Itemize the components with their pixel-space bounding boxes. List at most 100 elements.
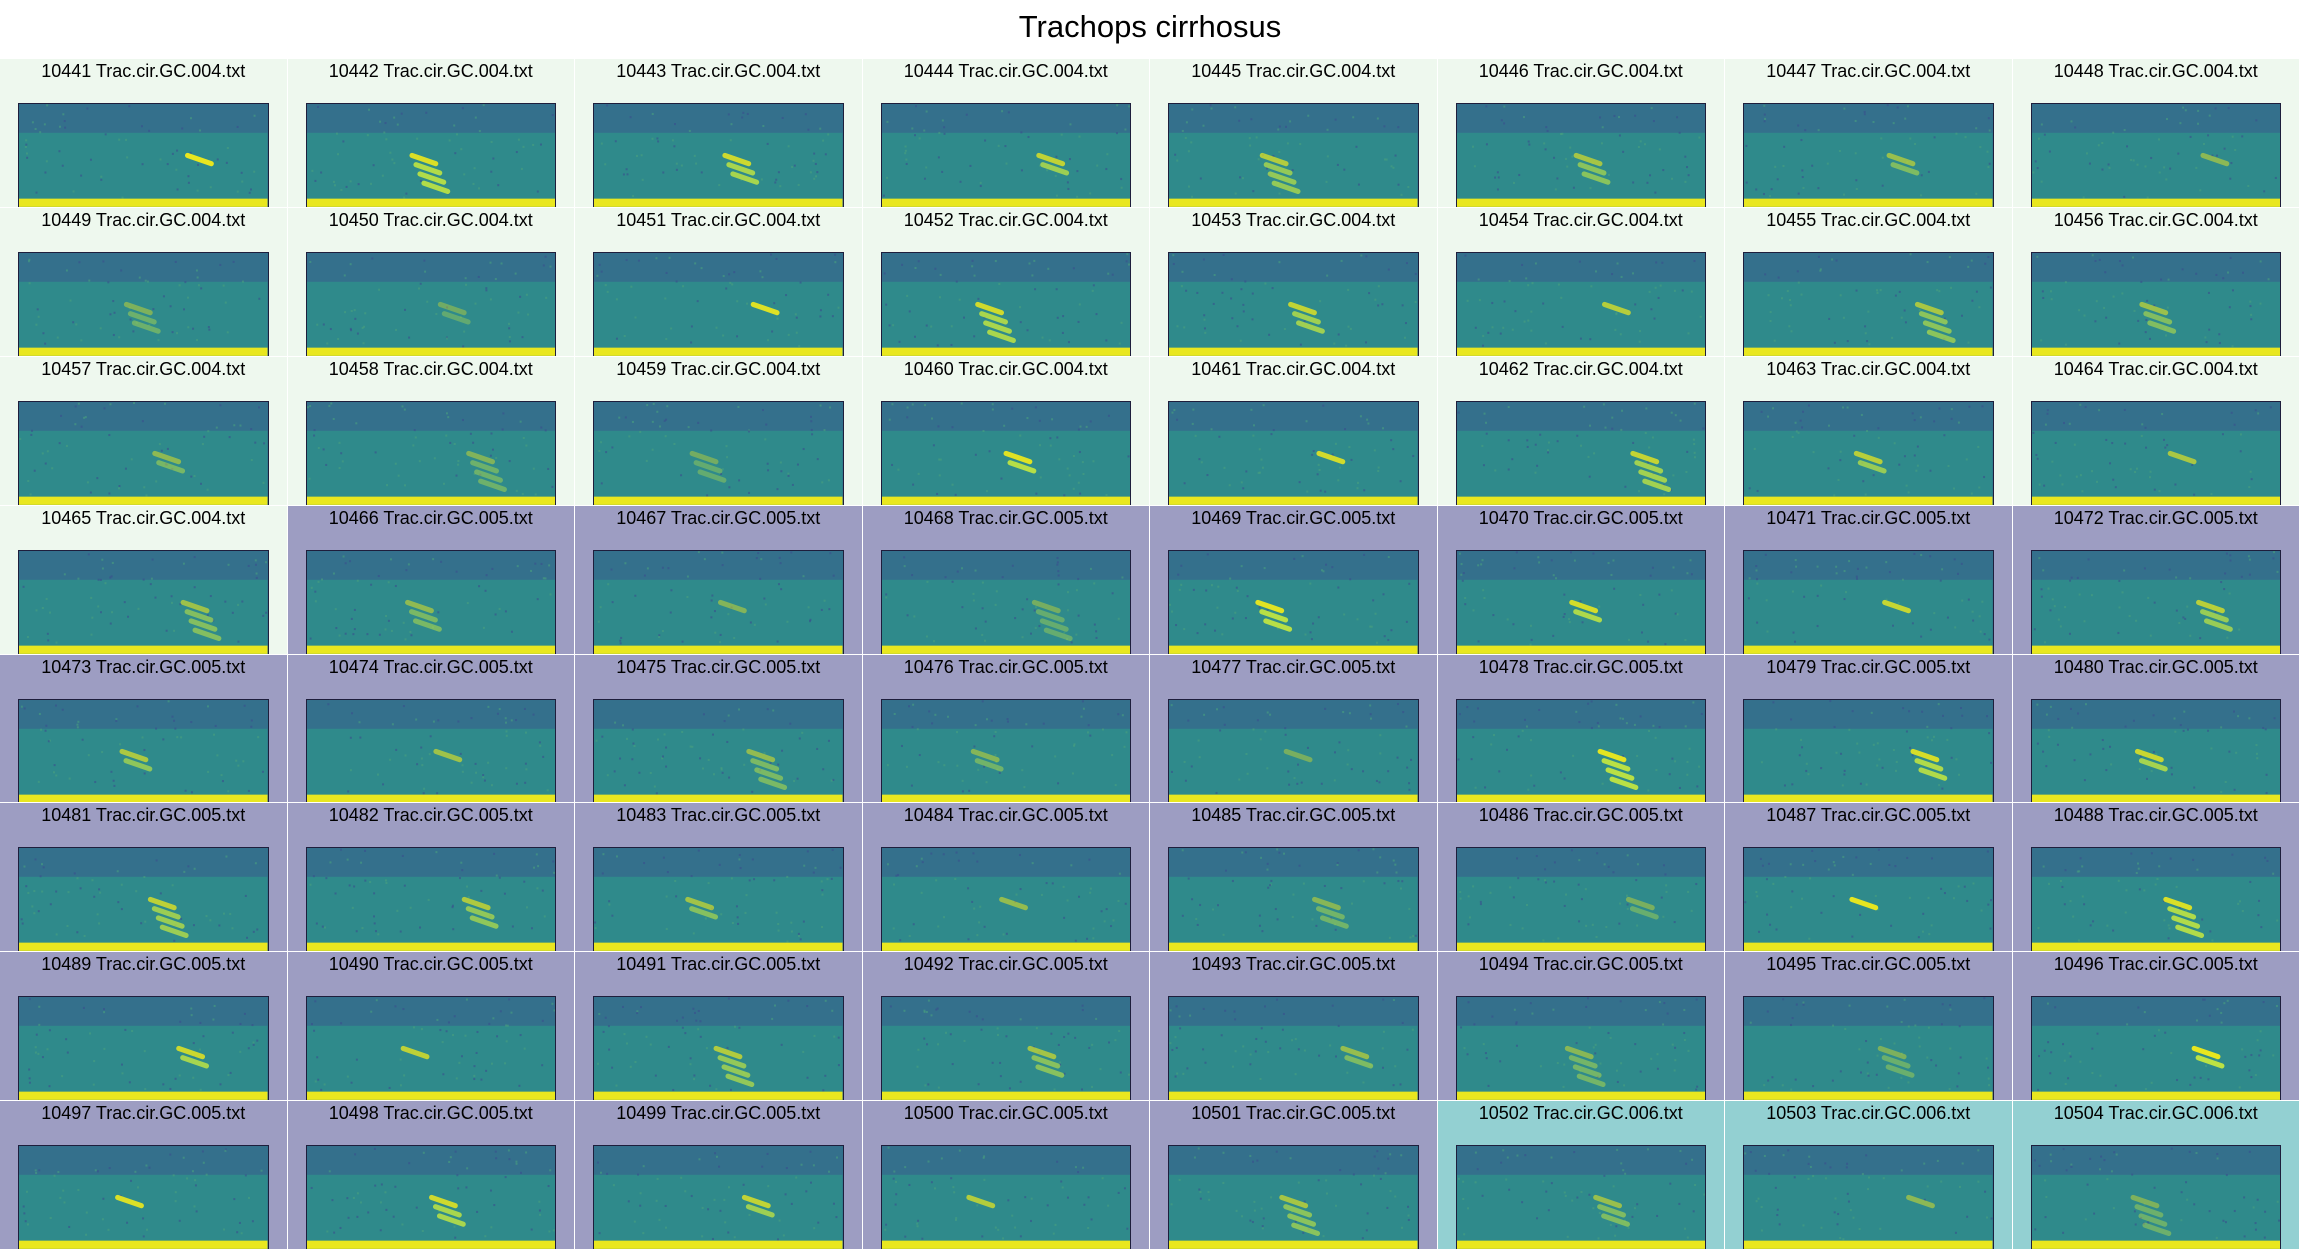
cell-file-label: 10455 Trac.cir.GC.004.txt xyxy=(1766,209,1971,230)
spectrogram-image xyxy=(305,996,556,1101)
spectrogram-image xyxy=(880,400,1131,505)
cell-file-label: 10476 Trac.cir.GC.005.txt xyxy=(903,656,1108,677)
spectrogram-image xyxy=(305,847,556,952)
cell-file-label: 10500 Trac.cir.GC.005.txt xyxy=(903,1103,1108,1124)
grid-cell: 10473 Trac.cir.GC.005.txt xyxy=(0,654,288,804)
grid-cell: 10462 Trac.cir.GC.004.txt xyxy=(1437,356,1725,506)
spectrogram-image xyxy=(1743,251,1994,356)
spectrogram-image xyxy=(1168,103,1419,207)
cell-file-label: 10480 Trac.cir.GC.005.txt xyxy=(2053,656,2258,677)
grid-cell: 10468 Trac.cir.GC.005.txt xyxy=(862,505,1150,655)
cell-file-label: 10469 Trac.cir.GC.005.txt xyxy=(1191,507,1396,528)
spectrogram-image xyxy=(1168,549,1419,654)
spectrogram-image xyxy=(593,996,844,1101)
cell-file-label: 10488 Trac.cir.GC.005.txt xyxy=(2053,805,2258,826)
cell-file-label: 10461 Trac.cir.GC.004.txt xyxy=(1191,358,1396,379)
grid-cell: 10492 Trac.cir.GC.005.txt xyxy=(862,952,1150,1102)
cell-file-label: 10458 Trac.cir.GC.004.txt xyxy=(328,358,533,379)
spectrogram-image xyxy=(2030,847,2281,952)
grid-cell: 10486 Trac.cir.GC.005.txt xyxy=(1437,803,1725,953)
grid-cell: 10456 Trac.cir.GC.004.txt xyxy=(2012,207,2300,357)
spectrogram-image xyxy=(2030,1145,2281,1249)
grid-cell: 10499 Trac.cir.GC.005.txt xyxy=(575,1101,863,1250)
grid-cell: 10474 Trac.cir.GC.005.txt xyxy=(287,654,575,804)
grid-cell: 10458 Trac.cir.GC.004.txt xyxy=(287,356,575,506)
spectrogram-image xyxy=(880,698,1131,803)
spectrogram-image xyxy=(1743,996,1994,1101)
spectrogram-image xyxy=(1743,103,1994,207)
cell-file-label: 10479 Trac.cir.GC.005.txt xyxy=(1766,656,1971,677)
cell-file-label: 10491 Trac.cir.GC.005.txt xyxy=(616,954,821,975)
grid-cell: 10449 Trac.cir.GC.004.txt xyxy=(0,207,288,357)
cell-file-label: 10489 Trac.cir.GC.005.txt xyxy=(41,954,246,975)
grid-cell: 10490 Trac.cir.GC.005.txt xyxy=(287,952,575,1102)
cell-file-label: 10462 Trac.cir.GC.004.txt xyxy=(1478,358,1683,379)
cell-file-label: 10477 Trac.cir.GC.005.txt xyxy=(1191,656,1396,677)
grid-cell: 10451 Trac.cir.GC.004.txt xyxy=(575,207,863,357)
grid-cell: 10464 Trac.cir.GC.004.txt xyxy=(2012,356,2300,506)
cell-file-label: 10486 Trac.cir.GC.005.txt xyxy=(1478,805,1683,826)
spectrogram-image xyxy=(593,400,844,505)
grid-cell: 10461 Trac.cir.GC.004.txt xyxy=(1150,356,1438,506)
cell-file-label: 10467 Trac.cir.GC.005.txt xyxy=(616,507,821,528)
cell-file-label: 10495 Trac.cir.GC.005.txt xyxy=(1766,954,1971,975)
cell-file-label: 10460 Trac.cir.GC.004.txt xyxy=(903,358,1108,379)
spectrogram-image xyxy=(18,400,269,505)
spectrogram-image xyxy=(593,698,844,803)
grid-cell: 10448 Trac.cir.GC.004.txt xyxy=(2012,59,2300,208)
spectrogram-image xyxy=(880,549,1131,654)
cell-file-label: 10494 Trac.cir.GC.005.txt xyxy=(1478,954,1683,975)
spectrogram-image xyxy=(880,996,1131,1101)
cell-file-label: 10483 Trac.cir.GC.005.txt xyxy=(616,805,821,826)
cell-file-label: 10501 Trac.cir.GC.005.txt xyxy=(1191,1103,1396,1124)
spectrogram-image xyxy=(2030,549,2281,654)
spectrogram-image xyxy=(2030,103,2281,207)
grid-cell: 10489 Trac.cir.GC.005.txt xyxy=(0,952,288,1102)
grid-cell: 10444 Trac.cir.GC.004.txt xyxy=(862,59,1150,208)
cell-file-label: 10450 Trac.cir.GC.004.txt xyxy=(328,209,533,230)
cell-file-label: 10498 Trac.cir.GC.005.txt xyxy=(328,1103,533,1124)
grid-cell: 10495 Trac.cir.GC.005.txt xyxy=(1725,952,2013,1102)
cell-file-label: 10453 Trac.cir.GC.004.txt xyxy=(1191,209,1396,230)
spectrogram-image xyxy=(305,251,556,356)
spectrogram-image xyxy=(1168,251,1419,356)
cell-file-label: 10490 Trac.cir.GC.005.txt xyxy=(328,954,533,975)
grid-cell: 10442 Trac.cir.GC.004.txt xyxy=(287,59,575,208)
grid-cell: 10482 Trac.cir.GC.005.txt xyxy=(287,803,575,953)
grid-cell: 10452 Trac.cir.GC.004.txt xyxy=(862,207,1150,357)
grid-cell: 10476 Trac.cir.GC.005.txt xyxy=(862,654,1150,804)
spectrogram-image xyxy=(2030,996,2281,1101)
cell-file-label: 10445 Trac.cir.GC.004.txt xyxy=(1191,61,1396,81)
spectrogram-image xyxy=(593,251,844,356)
spectrogram-image xyxy=(18,103,269,207)
grid-cell: 10491 Trac.cir.GC.005.txt xyxy=(575,952,863,1102)
grid-cell: 10469 Trac.cir.GC.005.txt xyxy=(1150,505,1438,655)
grid-cell: 10500 Trac.cir.GC.005.txt xyxy=(862,1101,1150,1250)
cell-file-label: 10452 Trac.cir.GC.004.txt xyxy=(903,209,1108,230)
cell-file-label: 10481 Trac.cir.GC.005.txt xyxy=(41,805,246,826)
spectrogram-image xyxy=(2030,251,2281,356)
grid-cell: 10496 Trac.cir.GC.005.txt xyxy=(2012,952,2300,1102)
spectrogram-image xyxy=(305,400,556,505)
cell-file-label: 10448 Trac.cir.GC.004.txt xyxy=(2053,61,2258,81)
cell-file-label: 10484 Trac.cir.GC.005.txt xyxy=(903,805,1108,826)
spectrogram-image xyxy=(1168,1145,1419,1249)
grid-cell: 10487 Trac.cir.GC.005.txt xyxy=(1725,803,2013,953)
spectrogram-image xyxy=(1743,847,1994,952)
cell-file-label: 10465 Trac.cir.GC.004.txt xyxy=(41,507,246,528)
grid-cell: 10478 Trac.cir.GC.005.txt xyxy=(1437,654,1725,804)
spectrogram-image xyxy=(593,1145,844,1249)
spectrogram-image xyxy=(2030,400,2281,505)
spectrogram-image xyxy=(593,549,844,654)
spectrogram-image xyxy=(1455,103,1706,207)
cell-file-label: 10497 Trac.cir.GC.005.txt xyxy=(41,1103,246,1124)
spectrogram-image xyxy=(880,847,1131,952)
grid-cell: 10450 Trac.cir.GC.004.txt xyxy=(287,207,575,357)
grid-cell: 10466 Trac.cir.GC.005.txt xyxy=(287,505,575,655)
spectrogram-image xyxy=(1455,996,1706,1101)
cell-file-label: 10478 Trac.cir.GC.005.txt xyxy=(1478,656,1683,677)
cell-file-label: 10502 Trac.cir.GC.006.txt xyxy=(1478,1103,1683,1124)
cell-file-label: 10444 Trac.cir.GC.004.txt xyxy=(903,61,1108,81)
spectrogram-image xyxy=(1455,698,1706,803)
spectrogram-image xyxy=(1743,698,1994,803)
